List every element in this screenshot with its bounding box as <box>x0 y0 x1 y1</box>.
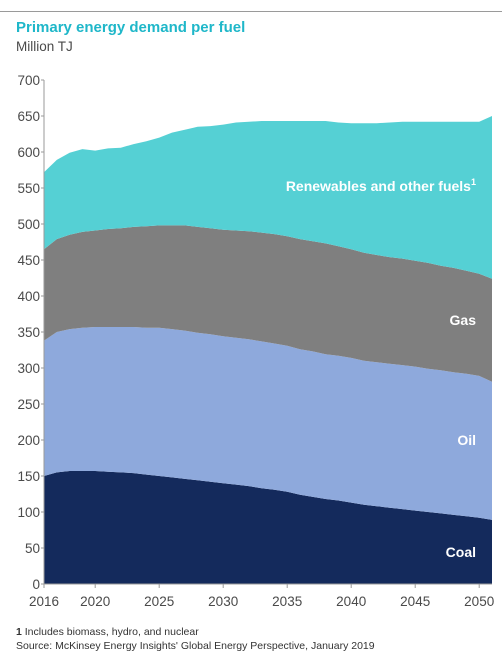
source-note: Source: McKinsey Energy Insights' Global… <box>16 640 375 652</box>
y-tick-label: 150 <box>17 469 40 484</box>
x-tick-label: 2025 <box>144 594 174 609</box>
footnote-marker: 1 <box>16 626 22 638</box>
area-renewables-and-other-fuels <box>44 116 492 279</box>
y-tick-label: 700 <box>17 73 40 88</box>
x-tick-label: 2020 <box>80 594 110 609</box>
y-tick-label: 0 <box>32 577 40 592</box>
y-axis: 0 50 100 150 200 250 300 350 400 450 500 550 600 650 7… <box>17 73 45 592</box>
y-tick-label: 400 <box>17 289 40 304</box>
series-label-coal: Coal <box>446 544 476 560</box>
area-oil <box>44 327 492 520</box>
x-tick-label: 2030 <box>208 594 238 609</box>
y-tick-label: 450 <box>17 253 40 268</box>
y-tick-label: 600 <box>17 145 40 160</box>
x-tick-label: 2040 <box>336 594 366 609</box>
y-tick-label: 300 <box>17 361 40 376</box>
x-tick-label: 2050 <box>464 594 494 609</box>
x-tick-label: 2045 <box>400 594 430 609</box>
series-label-renewables-and-other-fuels: Renewables and other fuels1 <box>286 177 476 194</box>
y-tick-label: 500 <box>17 217 40 232</box>
series-areas <box>44 116 492 584</box>
chart-unit-label: Million TJ <box>16 39 73 54</box>
top-divider <box>0 11 502 12</box>
x-tick-label: 2016 <box>29 594 59 609</box>
series-label-oil: Oil <box>457 432 476 448</box>
y-tick-label: 650 <box>17 109 40 124</box>
area-coal <box>44 471 492 584</box>
y-tick-label: 100 <box>17 505 40 520</box>
series-labels: Coal Oil Gas Renewables and other fuels1 <box>286 177 476 560</box>
footnote: 1 Includes biomass, hydro, and nuclear <box>16 626 199 638</box>
chart-title: Primary energy demand per fuel <box>16 19 246 36</box>
area-gas <box>44 225 492 382</box>
series-label-superscript: 1 <box>471 177 476 187</box>
y-tick-label: 350 <box>17 325 40 340</box>
y-tick-label: 200 <box>17 433 40 448</box>
y-tick-label: 550 <box>17 181 40 196</box>
y-tick-label: 50 <box>25 541 40 556</box>
series-label-gas: Gas <box>450 312 477 328</box>
x-tick-label: 2035 <box>272 594 302 609</box>
x-axis: 2016 2020 2025 2030 2035 2040 2045 2050 <box>29 583 494 609</box>
y-tick-label: 250 <box>17 397 40 412</box>
footnote-text: Includes biomass, hydro, and nuclear <box>24 626 199 638</box>
